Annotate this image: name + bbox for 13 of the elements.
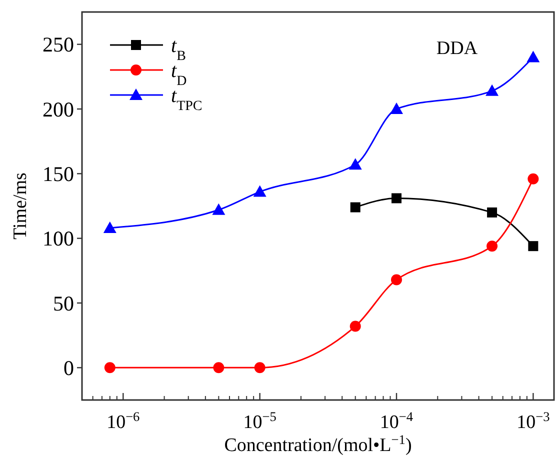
x-tick-label: 10$^{−3}$ xyxy=(516,408,550,433)
x-axis-title: Concentration/(mol•L$^{−1}$) xyxy=(224,432,412,456)
y-tick-label: 250 xyxy=(42,32,74,57)
x-tick-label: 10$^{−4}$ xyxy=(380,408,414,433)
y-tick-label: 0 xyxy=(64,356,74,380)
x-tick-label: 10$^{−6}$ xyxy=(106,408,140,433)
y-tick-label: 200 xyxy=(42,97,74,122)
y-axis-title: Time/ms xyxy=(10,172,31,240)
annotation: DDA xyxy=(436,38,478,59)
x-tick-label: 10$^{−5}$ xyxy=(243,408,277,433)
y-tick-label: 100 xyxy=(42,226,74,251)
y-tick-label: 50 xyxy=(53,291,74,316)
y-tick-label: 150 xyxy=(42,162,74,186)
